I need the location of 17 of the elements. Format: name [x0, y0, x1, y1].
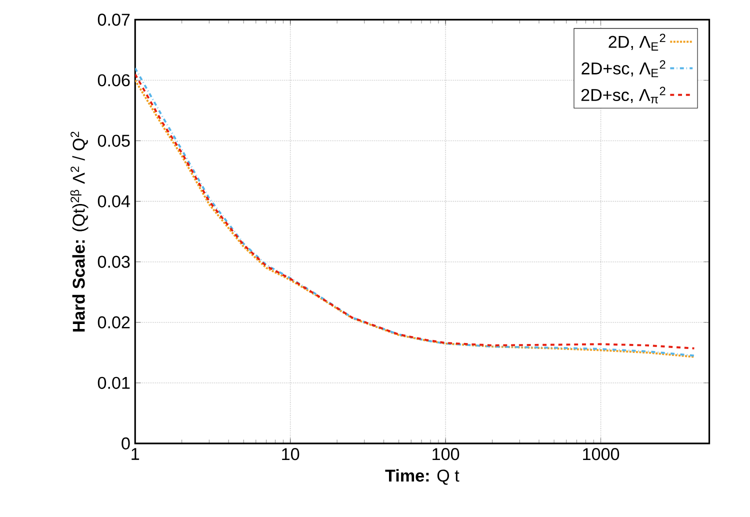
y-tick-label: 0.07: [98, 14, 130, 26]
y-tick-label: 0.01: [98, 376, 130, 389]
y-axis-title: Hard Scale: (Qt)$^{2β}$ Λ$^{2}$ / Q$^{2}$: [70, 132, 88, 332]
x-axis-title: Time: Q t: [385, 469, 460, 485]
y-tick-label: 0.04: [98, 195, 130, 208]
legend-label: 2D, Λ$_{E}$2: [608, 34, 666, 50]
y-tick-label: 0: [122, 437, 130, 450]
x-tick-label: 10: [282, 448, 300, 460]
legend-label: 2D+sc, Λ$_{E}$2: [582, 60, 666, 77]
x-tick-label: 1: [132, 448, 140, 460]
y-tick-label: 0.05: [98, 134, 130, 147]
y-tick-label: 0.06: [98, 74, 130, 86]
y-tick-label: 0.02: [98, 316, 130, 328]
x-tick-label: 100: [432, 448, 460, 460]
y-tick-label: 0.03: [98, 256, 130, 268]
legend-label: 2D+sc, Λ$_{π}$2: [581, 86, 666, 104]
x-tick-label: 1000: [583, 448, 620, 460]
